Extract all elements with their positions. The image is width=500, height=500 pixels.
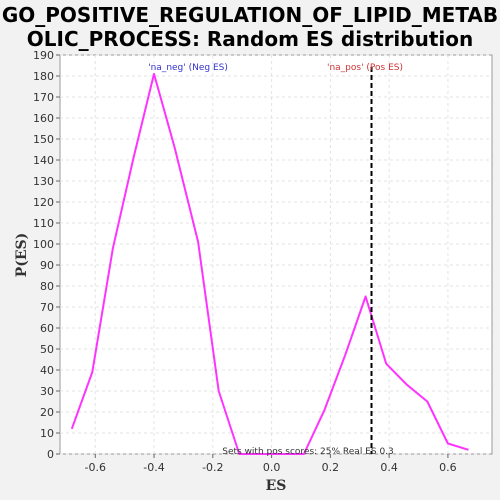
x-tick-label: 0.4 xyxy=(380,461,398,474)
y-tick-label: 20 xyxy=(40,406,54,419)
y-tick-label: 160 xyxy=(33,112,54,125)
y-tick-label: 90 xyxy=(40,259,54,272)
y-tick-label: 60 xyxy=(40,322,54,335)
y-tick-label: 0 xyxy=(47,448,54,461)
series-layer xyxy=(70,72,469,455)
x-tick-label: -0.2 xyxy=(202,461,223,474)
chart-title-line1: GO_POSITIVE_REGULATION_OF_LIPID_METAB xyxy=(2,3,498,27)
series-line-0 xyxy=(70,72,469,455)
legend-neg-label: 'na_neg' (Neg ES) xyxy=(148,63,228,73)
chart-title-line2: OLIC_PROCESS: Random ES distribution xyxy=(27,27,473,51)
plot-area xyxy=(59,54,493,455)
y-tick-label: 140 xyxy=(33,154,54,167)
y-tick-label: 110 xyxy=(33,217,54,230)
y-tick-label: 80 xyxy=(40,280,54,293)
x-tick-label: 0.6 xyxy=(439,461,457,474)
x-tick-label: -0.6 xyxy=(85,461,106,474)
y-tick-label: 30 xyxy=(40,385,54,398)
y-tick-label: 70 xyxy=(40,301,54,314)
x-tick-label: 0.0 xyxy=(263,461,281,474)
y-tick-label: 190 xyxy=(33,49,54,62)
grid-lines xyxy=(60,54,492,455)
y-tick-label: 130 xyxy=(33,175,54,188)
y-tick-label: 100 xyxy=(33,238,54,251)
legend-pos-label: 'na_pos' (Pos ES) xyxy=(327,63,403,73)
y-axis-label: P(ES) xyxy=(14,233,30,278)
y-tick-label: 170 xyxy=(33,91,54,104)
y-tick-label: 120 xyxy=(33,196,54,209)
y-tick-label: 40 xyxy=(40,364,54,377)
y-tick-label: 50 xyxy=(40,343,54,356)
x-axis-label: ES xyxy=(266,478,287,494)
annotation-text: Sets with pos scores: 25% Real ES 0.3 xyxy=(222,447,394,457)
y-tick-label: 180 xyxy=(33,70,54,83)
y-tick-label: 10 xyxy=(40,427,54,440)
axes: 0 10 20 30 40 50 60 70 80 90 100 110 120 130 140 150 160… xyxy=(33,49,457,474)
x-tick-label: -0.4 xyxy=(143,461,164,474)
y-tick-label: 150 xyxy=(33,133,54,146)
x-tick-label: 0.2 xyxy=(322,461,340,474)
